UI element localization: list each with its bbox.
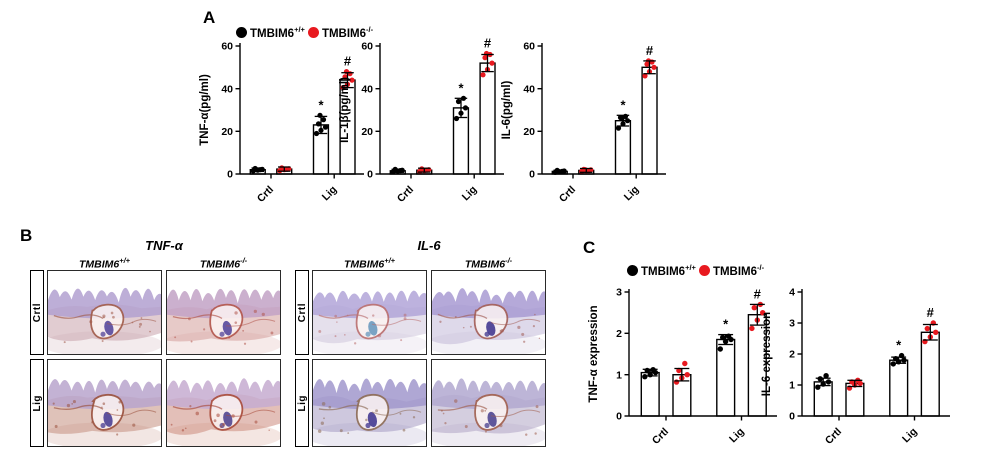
svg-text:Crtl: Crtl (823, 426, 844, 447)
svg-text:*: * (458, 80, 464, 95)
svg-text:3: 3 (616, 287, 622, 299)
svg-text:60: 60 (221, 41, 233, 53)
svg-text:Lig: Lig (727, 426, 747, 446)
row-label-il6-ctrl: Crtl (295, 270, 309, 355)
legend-label-ko: TMBIM6-/- (712, 263, 765, 278)
svg-text:0: 0 (367, 169, 373, 181)
svg-text:Crtl: Crtl (650, 426, 671, 447)
micrograph-il6-ctrl-wt (312, 270, 427, 355)
svg-text:0: 0 (529, 169, 535, 181)
svg-text:*: * (896, 338, 902, 353)
svg-text:Crtl: Crtl (395, 184, 416, 205)
svg-text:IL-6 expression: IL-6 expression (761, 312, 773, 396)
svg-text:60: 60 (523, 41, 535, 53)
svg-text:IL-1β(pg/ml): IL-1β(pg/ml) (339, 77, 351, 143)
row-label-tnfa-ctrl: Crtl (30, 270, 44, 355)
svg-text:1: 1 (616, 369, 622, 381)
histology-group-title-tnfa: TNF-α (145, 238, 183, 253)
panel-b-label: B (20, 226, 33, 245)
svg-text:*: * (318, 97, 324, 112)
svg-text:0: 0 (227, 169, 233, 181)
svg-text:*: * (620, 97, 626, 112)
panel-c-label: C (583, 238, 596, 257)
row-label-il6-lig: Lig (295, 359, 309, 447)
svg-text:Lig: Lig (900, 426, 920, 446)
svg-text:Lig: Lig (622, 184, 642, 204)
svg-text:Crtl: Crtl (557, 184, 578, 205)
svg-text:1: 1 (789, 380, 795, 392)
svg-text:2: 2 (616, 328, 622, 340)
svg-text:Lig: Lig (460, 184, 480, 204)
histology-group-title-il6: IL-6 (417, 238, 441, 253)
svg-text:0: 0 (789, 411, 795, 423)
chart-il6-expression: * #0 1 2 3 4 Crtl Lig IL-6 expression (761, 287, 950, 447)
column-label-il6-ko: TMBIM6-/- (464, 256, 513, 271)
svg-text:2: 2 (789, 349, 795, 361)
legend-dot-wt-icon (627, 264, 638, 276)
chart-il6-pgml: * #0 20 40 60 Crtl Lig IL-6(pg/ml) (501, 41, 666, 205)
svg-text:0: 0 (616, 411, 622, 423)
legend-dot-wt-icon (236, 26, 247, 38)
svg-text:40: 40 (523, 83, 535, 95)
svg-text:40: 40 (361, 83, 373, 95)
micrograph-tnfa-ctrl-wt (47, 270, 162, 355)
row-label-tnfa-lig: Lig (30, 359, 44, 447)
svg-text:40: 40 (221, 83, 233, 95)
svg-text:60: 60 (361, 41, 373, 53)
legend-dot-ko-icon (698, 264, 710, 276)
svg-text:3: 3 (789, 318, 795, 330)
svg-text:#: # (484, 36, 492, 51)
legend-label-ko: TMBIM6-/- (321, 25, 374, 40)
svg-text:20: 20 (523, 126, 535, 138)
svg-text:#: # (927, 305, 935, 320)
column-label-tnfa-ko: TMBIM6-/- (199, 256, 248, 271)
micrograph-tnfa-ctrl-ko (166, 270, 281, 355)
panel-a-legend: TMBIM6+/+ TMBIM6-/- (236, 25, 373, 40)
svg-text:20: 20 (361, 126, 373, 138)
micrograph-il6-ctrl-ko (431, 270, 546, 355)
svg-text:Crtl: Crtl (255, 184, 276, 205)
svg-text:20: 20 (221, 126, 233, 138)
svg-text:*: * (723, 317, 729, 332)
micrograph-tnfa-lig-wt (47, 359, 162, 447)
legend-dot-ko-icon (307, 26, 319, 38)
column-label-tnfa-wt: TMBIM6+/+ (78, 256, 131, 271)
micrograph-il6-lig-wt (312, 359, 427, 447)
svg-text:IL-6(pg/ml): IL-6(pg/ml) (501, 80, 513, 139)
svg-text:4: 4 (789, 287, 795, 299)
column-label-il6-wt: TMBIM6+/+ (343, 256, 396, 271)
legend-label-wt: TMBIM6+/+ (641, 263, 696, 278)
chart-tnf-expression: * #0 1 2 3 Crtl Lig TNF-α expression (588, 286, 777, 447)
svg-text:#: # (344, 54, 352, 69)
panel-c-legend: TMBIM6+/+ TMBIM6-/- (627, 263, 764, 278)
micrograph-il6-lig-ko (431, 359, 546, 447)
panel-a-label: A (203, 8, 216, 27)
svg-text:TNF-α expression: TNF-α expression (588, 305, 600, 402)
legend-label-wt: TMBIM6+/+ (250, 25, 305, 40)
chart-il1b-pgml: * #0 20 40 60 Crtl Lig IL-1β(pg/ml) (339, 36, 504, 205)
svg-text:#: # (646, 43, 654, 58)
svg-text:TNF-α(pg/ml): TNF-α(pg/ml) (199, 74, 211, 146)
svg-text:#: # (754, 286, 762, 301)
micrograph-tnfa-lig-ko (166, 359, 281, 447)
